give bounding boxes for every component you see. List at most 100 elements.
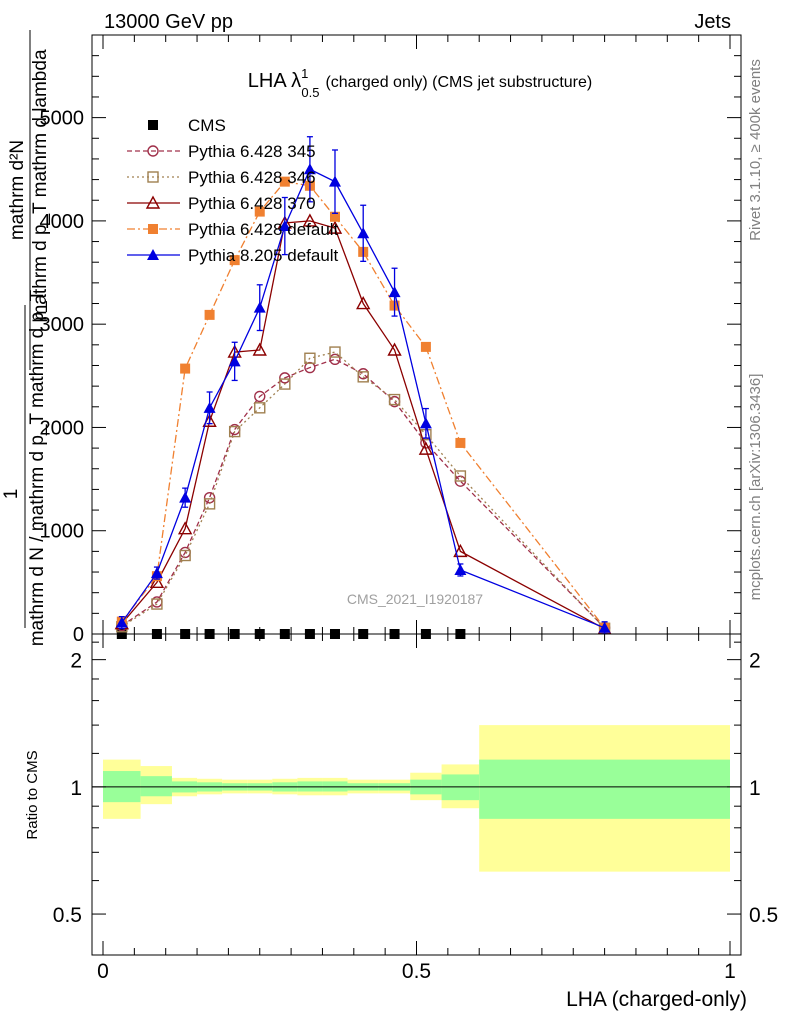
data-point [203,401,216,413]
ylabel-denominator-2: mathrm d N / mathrm d p_T mathrm d p_T [27,289,48,646]
main-title-suffix: (charged only) (CMS jet substructure) [325,74,592,91]
ratio-ytick-label-right: 0.5 [749,904,778,927]
main-axis-ticks: 0 1000 2000 3000 4000 5000 [40,35,741,646]
data-point [356,296,371,310]
data-point [177,521,193,535]
main-title: LHA λ1 0.5 (charged only) (CMS jet substru… [248,66,592,100]
data-point [228,425,241,438]
main-title-sub: 0.5 [301,85,319,100]
series-line [121,168,605,629]
main-ytick-label: 1000 [40,521,85,543]
legend-entry: CMS [148,116,226,135]
header-right: Jets [694,11,731,33]
ratio-axis-ticks: 0.5 0.5 1 1 2 2 0 0.5 1 [53,634,778,983]
data-point [598,621,611,633]
data-point [304,361,316,374]
data-point [252,342,267,356]
series-line [121,220,605,630]
ratio-xtick-label: 0 [97,960,109,983]
main-ylabel: mathrm d²N mathrm d p_T mathrm d lambda … [1,30,51,646]
data-point [357,227,370,239]
data-point [179,549,191,562]
legend-label: Pythia 6.428 346 [188,168,316,187]
data-point [329,353,341,365]
main-panel: 0 1000 2000 3000 4000 5000 LHA λ1 0.5 (charged … [40,34,742,646]
ylabel-numerator: mathrm d²N [7,140,28,240]
data-point [329,346,341,358]
legend-label: CMS [188,116,226,135]
data-point [453,543,468,558]
data-point [180,363,191,374]
data-point [279,372,291,384]
data-point [455,437,466,448]
data-point [279,378,291,390]
data-point [203,498,216,510]
main-ytick-label: 5000 [40,108,85,130]
data-point [204,309,215,320]
legend-marker [147,145,159,157]
data-point [304,352,316,364]
ratio-panel: 0.5 0.5 1 1 2 2 0 0.5 1 Ratio to CMS LHA (charge… [24,633,778,1011]
legend-marker [148,224,158,234]
legend-marker [145,195,161,209]
data-point [418,441,434,455]
main-ytick-label: 2000 [40,417,85,439]
legend-marker [148,120,158,130]
ratio-xtick-label: 0.5 [402,960,431,983]
legend-entry: Pythia 6.428 345 [127,142,316,161]
legend-entry: Pythia 8.205 default [127,246,339,265]
data-point [327,220,343,234]
data-point [302,213,318,227]
data-point [254,402,266,414]
ratio-ytick-label: 2 [70,650,82,673]
legend-marker [147,171,159,183]
legend-label: Pythia 6.428 default [188,220,339,239]
series-pythia-6-428-370 [114,213,612,635]
data-point [388,286,401,298]
data-point [303,163,316,175]
ratio-xlabel: LHA (charged-only) [566,988,747,1011]
data-point [420,341,431,352]
data-point [279,176,290,187]
data-point [179,491,192,503]
data-point [253,301,266,313]
data-point [454,563,467,575]
legend-marker [147,249,159,260]
ratio-band-inner [140,776,172,797]
data-point [254,206,265,217]
ratio-ytick-label-right: 2 [749,650,761,673]
data-point [329,211,340,222]
main-ytick-label: 4000 [40,211,85,233]
ratio-xtick-label: 1 [724,960,736,983]
series-pythia-8-205-default [115,136,611,635]
data-point [387,342,402,356]
main-title-sup: 1 [301,66,308,81]
legend-label: Pythia 6.428 370 [188,194,316,213]
legend-label: Pythia 6.428 345 [188,142,316,161]
ratio-ytick-label-right: 1 [749,777,761,800]
legend-entry: Pythia 6.428 346 [127,168,316,187]
data-point [388,393,401,406]
data-point [328,175,341,187]
rivet-label: Rivet 3.1.10, ≥ 400k events [747,59,764,241]
data-point [115,616,128,628]
main-title-prefix: LHA λ [248,70,301,92]
legend-label: Pythia 8.205 default [188,246,339,265]
data-point [229,255,240,266]
data-point [151,598,163,610]
main-ytick-label: 3000 [40,314,85,336]
data-point [419,417,432,429]
ratio-ytick-label: 1 [70,777,82,800]
legend-entry: Pythia 6.428 370 [127,194,316,213]
watermark: CMS_2021_I1920187 [347,591,483,607]
data-point [149,574,165,589]
ratio-ylabel: Ratio to CMS [24,750,41,839]
data-point [228,355,241,367]
ratio-ytick-label: 0.5 [53,904,82,927]
data-point [357,371,369,383]
ylabel-denominator: mathrm d p_T mathrm d lambda [30,49,51,320]
legend: CMS Pythia 6.428 345 Pythia 6.428 346 Pythi… [127,116,339,265]
mcplots-label: mcplots.cern.ch [arXiv:1306.3436] [747,374,764,601]
series-line [121,180,606,629]
